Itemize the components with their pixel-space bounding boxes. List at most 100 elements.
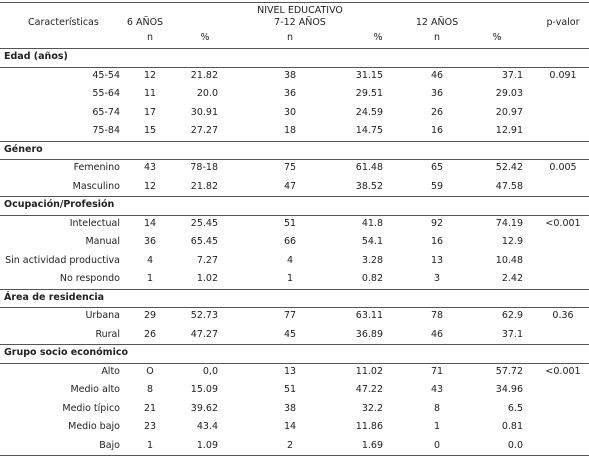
row-label: 55-64 [92, 88, 120, 100]
cell: 1 [146, 273, 154, 285]
cell: 65 [430, 162, 444, 174]
cell: 1 [286, 273, 294, 285]
cell: 3 [433, 273, 441, 285]
cell: 34.96 [495, 384, 523, 396]
cell: 21 [143, 402, 157, 414]
cell: 36 [430, 88, 444, 100]
cell: O [146, 365, 154, 377]
cell: 47.22 [355, 384, 383, 396]
cell: 8 [433, 402, 441, 414]
p-value: <0.001 [545, 217, 581, 229]
row-label: Masculino [72, 180, 120, 192]
cell: 47.27 [190, 328, 218, 340]
cell: 23 [143, 421, 157, 433]
group-header: 12 AÑOS [415, 17, 459, 28]
rule [0, 66, 589, 68]
p-value: 0.005 [549, 162, 577, 174]
section-title: Edad (años) [4, 51, 68, 63]
section-title: Género [4, 143, 43, 155]
cell: 7.27 [196, 254, 218, 266]
cell: 47 [283, 180, 297, 192]
cell: 29.51 [355, 88, 383, 100]
cell: 75 [283, 162, 297, 174]
sub-header: % [373, 32, 383, 43]
cell: 66 [283, 236, 297, 248]
cell: 20.0 [196, 88, 218, 100]
row-label: Medio típico [62, 402, 120, 414]
rule [0, 362, 589, 364]
cell: 11.02 [355, 365, 383, 377]
rule [0, 307, 589, 308]
cell: 46 [430, 328, 444, 340]
sub-header: n [286, 32, 294, 43]
rule [0, 48, 589, 49]
rule [0, 2, 589, 3]
cell: 12.9 [501, 236, 523, 248]
cell: 46 [430, 69, 444, 81]
cell: 17 [143, 106, 157, 118]
rule [0, 159, 589, 160]
cell: 41.8 [361, 217, 383, 229]
cell: 25.45 [190, 217, 218, 229]
cell: 45 [283, 328, 297, 340]
rule [0, 196, 589, 197]
cell: 8 [146, 384, 154, 396]
row-label: Alto [101, 365, 120, 377]
row-label: Rural [95, 328, 120, 340]
row-label: No respondo [59, 273, 120, 285]
cell: 1 [146, 439, 154, 451]
cell: 1 [433, 421, 441, 433]
row-label: Intelectual [69, 217, 120, 229]
cell: 12 [143, 69, 157, 81]
cell: 1.09 [196, 439, 218, 451]
rule [0, 288, 589, 290]
cell: 39.62 [190, 402, 218, 414]
row-label: 65-74 [92, 106, 120, 118]
row-label: Manual [85, 236, 120, 248]
cell: 36.89 [355, 328, 383, 340]
cell: 16 [430, 125, 444, 137]
cell: 21.82 [190, 69, 218, 81]
cell: 10.48 [495, 254, 523, 266]
cell: 16 [430, 236, 444, 248]
cell: 21.82 [190, 180, 218, 192]
cell: 0,0 [202, 365, 218, 377]
cell: 1.69 [361, 439, 383, 451]
cell: 4 [146, 254, 154, 266]
cell: 20.97 [495, 106, 523, 118]
row-label: 45-54 [92, 69, 120, 81]
section-title: Área de residencia [4, 291, 105, 303]
row-label: Bajo [99, 439, 120, 451]
cell: 43.4 [196, 421, 218, 433]
cell: 92 [430, 217, 444, 229]
cell: 18 [283, 125, 297, 137]
cell: 63.11 [355, 310, 383, 322]
cell: 38 [283, 402, 297, 414]
section-title: Ocupación/Profesión [4, 199, 115, 211]
cell: 47.58 [495, 180, 523, 192]
group-header: 7-12 AÑOS [274, 17, 326, 28]
sub-header: % [200, 32, 210, 43]
cell: 36 [283, 88, 297, 100]
cell: 14.75 [355, 125, 383, 137]
cell: 2.42 [501, 273, 523, 285]
cell: 0 [433, 439, 441, 451]
cell: 12.91 [495, 125, 523, 137]
section-title: Grupo socio económico [4, 347, 128, 359]
cell: 38.52 [355, 180, 383, 192]
cell: 15.09 [190, 384, 218, 396]
cell: 11.86 [355, 421, 383, 433]
cell: 37.1 [501, 328, 523, 340]
cell: 74.19 [495, 217, 523, 229]
cell: 32.2 [361, 402, 383, 414]
cell: 0.0 [507, 439, 523, 451]
row-label: 75-84 [92, 125, 120, 137]
sub-header: % [492, 32, 502, 43]
cell: 54.1 [361, 236, 383, 248]
cell: 43 [430, 384, 444, 396]
row-label: Medio bajo [68, 421, 120, 433]
cell: 1.02 [196, 273, 218, 285]
cell: 30.91 [190, 106, 218, 118]
sub-header: n [146, 32, 154, 43]
cell: 26 [430, 106, 444, 118]
